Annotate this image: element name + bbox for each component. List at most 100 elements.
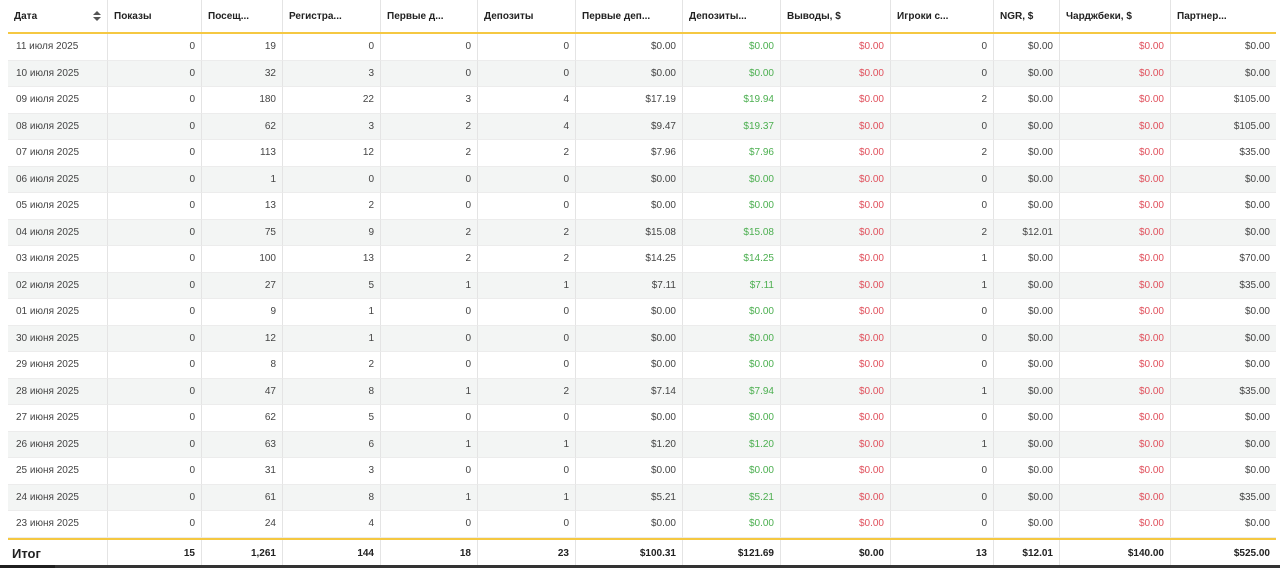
table-row[interactable]: 05 июля 2025 0 13 2 0 0 $0.00 $0.00 $0.00 0 $0.00 $…	[8, 193, 1276, 220]
table-cell: 2	[381, 140, 478, 167]
table-cell: $0.00	[576, 458, 683, 485]
table-cell: 0	[381, 405, 478, 432]
column-header-7[interactable]: Депозиты...	[683, 0, 781, 32]
table-cell: $0.00	[1060, 299, 1171, 326]
table-cell: 2	[381, 246, 478, 273]
table-cell: 0	[478, 325, 576, 352]
table-cell: 12	[202, 325, 283, 352]
column-header-6[interactable]: Первые деп...	[576, 0, 683, 32]
table-row[interactable]: 06 июля 2025 0 1 0 0 0 $0.00 $0.00 $0.00 0 $0.00 $0…	[8, 166, 1276, 193]
table-cell: $0.00	[994, 246, 1060, 273]
table-cell: 47	[202, 378, 283, 405]
column-header-11[interactable]: Чарджбеки, $	[1060, 0, 1171, 32]
table-cell: 9	[202, 299, 283, 326]
table-row[interactable]: 10 июля 2025 0 32 3 0 0 $0.00 $0.00 $0.00 0 $0.00 $…	[8, 60, 1276, 87]
table-row[interactable]: 09 июля 2025 0 180 22 3 4 $17.19 $19.94 $0.00 2 $0…	[8, 87, 1276, 114]
column-header-label: Первые д...	[387, 10, 444, 22]
table-cell: 3	[381, 87, 478, 114]
table-cell: $70.00	[1171, 246, 1276, 273]
table-row[interactable]: 07 июля 2025 0 113 12 2 2 $7.96 $7.96 $0.00 2 $0.0…	[8, 140, 1276, 167]
table-cell: $0.00	[1060, 405, 1171, 432]
column-header-8[interactable]: Выводы, $	[781, 0, 891, 32]
table-row[interactable]: 29 июня 2025 0 8 2 0 0 $0.00 $0.00 $0.00 0 $0.00 $0…	[8, 352, 1276, 379]
table-cell: $35.00	[1171, 379, 1276, 405]
table-cell: 3	[283, 113, 381, 140]
table-row[interactable]: 27 июня 2025 0 62 5 0 0 $0.00 $0.00 $0.00 0 $0.00 $…	[8, 405, 1276, 432]
date-cell: 02 июля 2025	[8, 272, 108, 299]
column-header-5[interactable]: Депозиты	[478, 0, 576, 32]
table-cell: 5	[283, 405, 381, 432]
table-cell: $0.00	[1060, 458, 1171, 485]
column-header-1[interactable]: Показы	[108, 0, 202, 32]
table-row[interactable]: 23 июня 2025 0 24 4 0 0 $0.00 $0.00 $0.00 0 $0.00 $…	[8, 511, 1276, 538]
table-cell: 9	[283, 219, 381, 246]
column-header-label: Посещ...	[208, 10, 250, 22]
table-cell: $0.00	[994, 166, 1060, 193]
table-cell: $0.00	[683, 34, 781, 61]
table-row[interactable]: 03 июля 2025 0 100 13 2 2 $14.25 $14.25 $0.00 1 $0…	[8, 246, 1276, 273]
table-cell: 13	[202, 193, 283, 220]
table-row[interactable]: 25 июня 2025 0 31 3 0 0 $0.00 $0.00 $0.00 0 $0.00 $…	[8, 458, 1276, 485]
table-row[interactable]: 28 июня 2025 0 47 8 1 2 $7.14 $7.94 $0.00 1 $0.00 $…	[8, 378, 1276, 405]
table-row[interactable]: 04 июля 2025 0 75 9 2 2 $15.08 $15.08 $0.00 2 $12.…	[8, 219, 1276, 246]
table-cell: 0	[108, 352, 202, 379]
table-row[interactable]: 08 июля 2025 0 62 3 2 4 $9.47 $19.37 $0.00 0 $0.00…	[8, 113, 1276, 140]
column-header-3[interactable]: Регистра...	[283, 0, 381, 32]
table-row[interactable]: 26 июня 2025 0 63 6 1 1 $1.20 $1.20 $0.00 1 $0.00 $…	[8, 431, 1276, 458]
table-cell: $0.00	[683, 60, 781, 87]
column-header-12[interactable]: Партнер...	[1171, 0, 1276, 32]
table-cell: $0.00	[1060, 219, 1171, 246]
table-cell: 1	[891, 431, 994, 458]
table-row[interactable]: 30 июня 2025 0 12 1 0 0 $0.00 $0.00 $0.00 0 $0.00 $…	[8, 325, 1276, 352]
table-cell: $0.00	[1060, 193, 1171, 220]
table-cell: 4	[478, 113, 576, 140]
table-cell: $7.14	[576, 378, 683, 405]
table-cell: 2	[478, 246, 576, 273]
table-row[interactable]: 02 июля 2025 0 27 5 1 1 $7.11 $7.11 $0.00 1 $0.00 $…	[8, 272, 1276, 299]
table-row[interactable]: 24 июня 2025 0 61 8 1 1 $5.21 $5.21 $0.00 0 $0.00 $…	[8, 484, 1276, 511]
column-header-0[interactable]: Дата	[8, 0, 108, 32]
table-cell: $0.00	[1060, 352, 1171, 379]
table-cell: $19.94	[683, 87, 781, 114]
table-cell: $14.25	[683, 246, 781, 273]
table-cell: $0.00	[576, 34, 683, 61]
table-cell: $0.00	[576, 511, 683, 538]
table-row[interactable]: 01 июля 2025 0 9 1 0 0 $0.00 $0.00 $0.00 0 $0.00 $0…	[8, 299, 1276, 326]
column-header-label: Показы	[114, 10, 152, 22]
table-cell: 0	[478, 34, 576, 61]
column-header-10[interactable]: NGR, $	[994, 0, 1060, 32]
column-header-label: Регистра...	[289, 10, 342, 22]
table-cell: $0.00	[781, 246, 891, 273]
table-cell: $0.00	[994, 325, 1060, 352]
table-cell: $0.00	[1060, 60, 1171, 87]
date-cell: 24 июня 2025	[8, 484, 108, 511]
table-cell: $0.00	[994, 378, 1060, 405]
table-cell: $0.00	[1171, 352, 1276, 379]
table-cell: $0.00	[994, 299, 1060, 326]
table-cell: $0.00	[781, 34, 891, 61]
table-cell: 0	[891, 34, 994, 61]
column-header-4[interactable]: Первые д...	[381, 0, 478, 32]
table-row[interactable]: 11 июля 2025 0 19 0 0 0 $0.00 $0.00 $0.00 0 $0.00 $…	[8, 34, 1276, 61]
table-cell: $0.00	[1060, 511, 1171, 538]
table-cell: $0.00	[1060, 113, 1171, 140]
table-cell: $0.00	[1171, 193, 1276, 220]
table-cell: 0	[381, 60, 478, 87]
sort-icon[interactable]	[93, 11, 101, 21]
table-cell: $0.00	[781, 193, 891, 220]
date-cell: 09 июля 2025	[8, 87, 108, 114]
totals-cell: 18	[381, 540, 478, 566]
table-cell: $0.00	[781, 113, 891, 140]
table-cell: 0	[381, 325, 478, 352]
table-cell: $0.00	[576, 166, 683, 193]
table-cell: $0.00	[1060, 140, 1171, 167]
table-cell: 0	[478, 511, 576, 538]
column-header-2[interactable]: Посещ...	[202, 0, 283, 32]
table-cell: $0.00	[1060, 484, 1171, 511]
table-cell: $0.00	[576, 352, 683, 379]
column-header-label: Депозиты	[484, 10, 534, 22]
horizontal-scrollbar[interactable]	[55, 565, 1280, 568]
table-cell: 0	[478, 60, 576, 87]
table-cell: $0.00	[576, 299, 683, 326]
column-header-9[interactable]: Игроки с...	[891, 0, 994, 32]
